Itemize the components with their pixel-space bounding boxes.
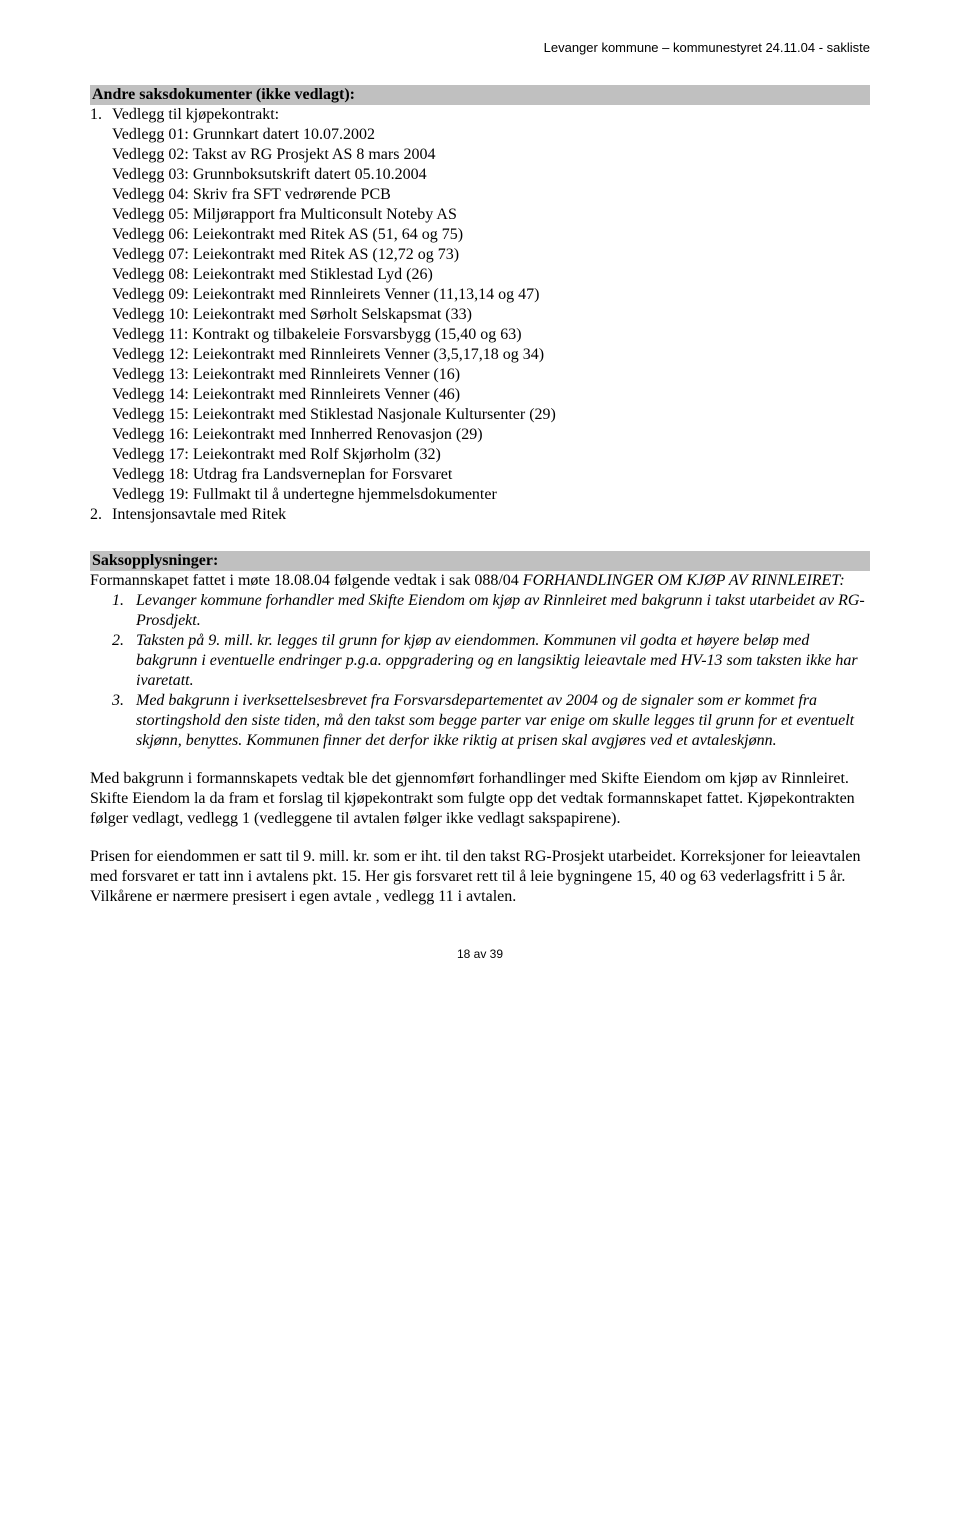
list-item: 1. Levanger kommune forhandler med Skift… xyxy=(112,591,870,631)
page-header: Levanger kommune – kommunestyret 24.11.0… xyxy=(90,40,870,55)
attachment-line: Vedlegg 10: Leiekontrakt med Sørholt Sel… xyxy=(112,305,870,325)
intro-paragraph: Formannskapet fattet i møte 18.08.04 føl… xyxy=(90,571,870,591)
item-text: Taksten på 9. mill. kr. legges til grunn… xyxy=(136,631,870,691)
resolution-list: 1. Levanger kommune forhandler med Skift… xyxy=(90,591,870,751)
attachment-line: Vedlegg 04: Skriv fra SFT vedrørende PCB xyxy=(112,185,870,205)
attachments-heading: Andre saksdokumenter (ikke vedlagt): xyxy=(90,85,870,105)
page-footer: 18 av 39 xyxy=(90,947,870,961)
item-text: Med bakgrunn i iverksettelsesbrevet fra … xyxy=(136,691,870,751)
attachment-line: Vedlegg 15: Leiekontrakt med Stiklestad … xyxy=(112,405,870,425)
item-number: 1. xyxy=(112,591,136,631)
body-paragraph: Med bakgrunn i formannskapets vedtak ble… xyxy=(90,769,870,829)
attachment-line: Vedlegg 01: Grunnkart datert 10.07.2002 xyxy=(112,125,870,145)
attachment-line: Vedlegg 08: Leiekontrakt med Stiklestad … xyxy=(112,265,870,285)
item-text: Vedlegg til kjøpekontrakt: xyxy=(112,105,870,125)
case-info-heading: Saksopplysninger: xyxy=(90,551,870,571)
attachment-line: Vedlegg 09: Leiekontrakt med Rinnleirets… xyxy=(112,285,870,305)
attachment-line: Vedlegg 17: Leiekontrakt med Rolf Skjørh… xyxy=(112,445,870,465)
item-number: 3. xyxy=(112,691,136,751)
item-number: 2. xyxy=(112,631,136,691)
attachment-line: Vedlegg 14: Leiekontrakt med Rinnleirets… xyxy=(112,385,870,405)
attachment-line: Vedlegg 13: Leiekontrakt med Rinnleirets… xyxy=(112,365,870,385)
attachment-line: Vedlegg 19: Fullmakt til å undertegne hj… xyxy=(112,485,870,505)
attachment-line: Vedlegg 12: Leiekontrakt med Rinnleirets… xyxy=(112,345,870,365)
item-text: Intensjonsavtale med Ritek xyxy=(112,505,870,525)
attachment-line: Vedlegg 02: Takst av RG Prosjekt AS 8 ma… xyxy=(112,145,870,165)
list-item: 1. Vedlegg til kjøpekontrakt: xyxy=(90,105,870,125)
item-text: Levanger kommune forhandler med Skifte E… xyxy=(136,591,870,631)
document-page: Levanger kommune – kommunestyret 24.11.0… xyxy=(0,0,960,1001)
attachment-line: Vedlegg 06: Leiekontrakt med Ritek AS (5… xyxy=(112,225,870,245)
attachment-line: Vedlegg 07: Leiekontrakt med Ritek AS (1… xyxy=(112,245,870,265)
list-item: 2. Intensjonsavtale med Ritek xyxy=(90,505,870,525)
item-number: 2. xyxy=(90,505,112,525)
attachment-line: Vedlegg 03: Grunnboksutskrift datert 05.… xyxy=(112,165,870,185)
attachment-line: Vedlegg 16: Leiekontrakt med Innherred R… xyxy=(112,425,870,445)
list-item: 3. Med bakgrunn i iverksettelsesbrevet f… xyxy=(112,691,870,751)
attachment-line: Vedlegg 05: Miljørapport fra Multiconsul… xyxy=(112,205,870,225)
list-item: 2. Taksten på 9. mill. kr. legges til gr… xyxy=(112,631,870,691)
case-info-section: Saksopplysninger: Formannskapet fattet i… xyxy=(90,551,870,907)
attachment-line: Vedlegg 11: Kontrakt og tilbakeleie Fors… xyxy=(112,325,870,345)
attachment-line: Vedlegg 18: Utdrag fra Landsverneplan fo… xyxy=(112,465,870,485)
intro-text-a: Formannskapet fattet i møte 18.08.04 føl… xyxy=(90,572,523,589)
attachments-section: Andre saksdokumenter (ikke vedlagt): 1. … xyxy=(90,85,870,525)
body-paragraph: Prisen for eiendommen er satt til 9. mil… xyxy=(90,847,870,907)
item-number: 1. xyxy=(90,105,112,125)
intro-text-b: FORHANDLINGER OM KJØP AV RINNLEIRET: xyxy=(523,572,845,589)
